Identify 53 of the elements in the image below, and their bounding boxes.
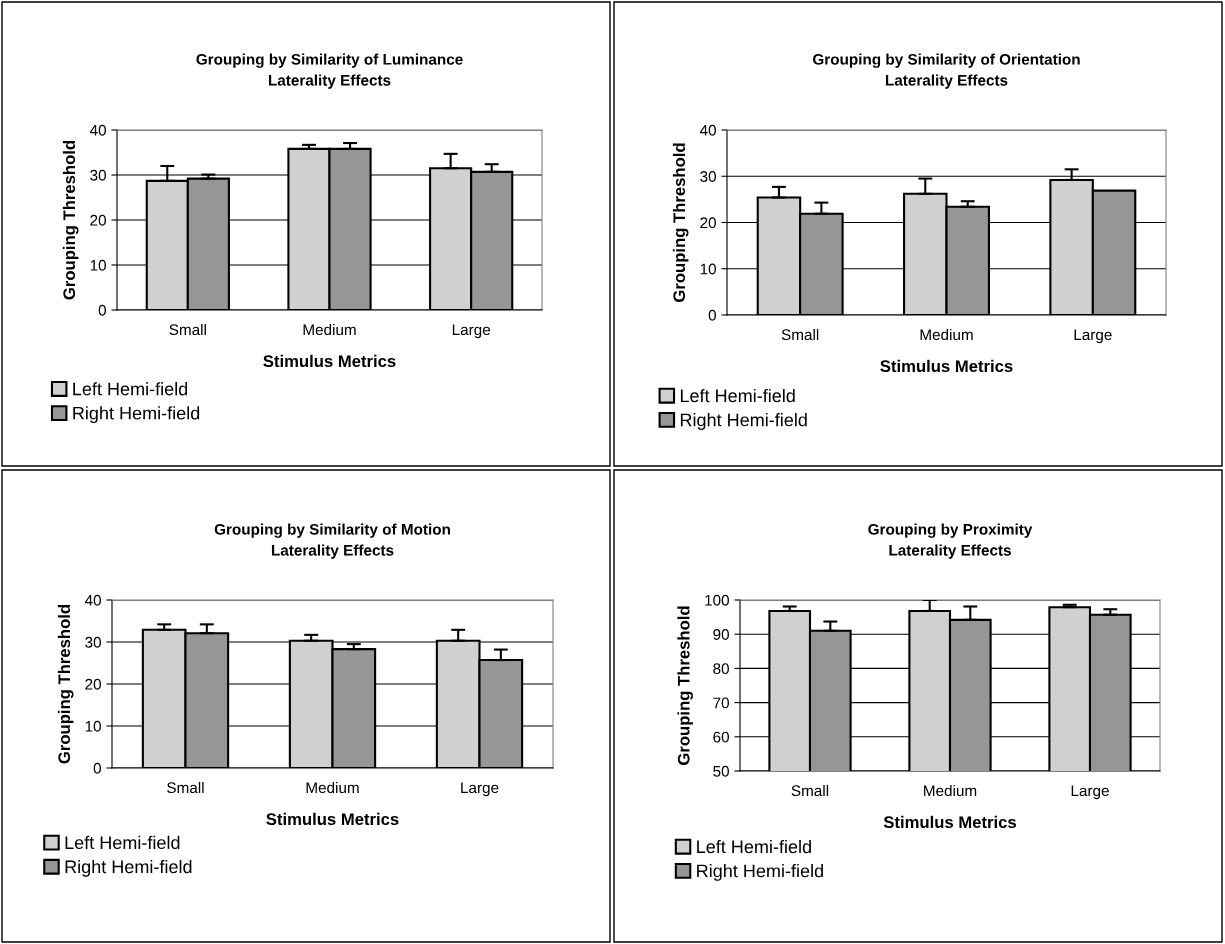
x-tick-label: Small	[781, 328, 819, 341]
x-axis-title: Stimulus Metrics	[883, 815, 1016, 829]
legend-label: Left Hemi-field	[680, 388, 795, 403]
x-tick-label: Small	[169, 323, 206, 336]
y-tick-label: 70	[713, 697, 729, 709]
y-tick-label: 80	[713, 663, 729, 675]
x-tick-label: Large	[452, 324, 491, 339]
y-tick-label: 20	[90, 214, 106, 226]
y-tick-label: 30	[85, 636, 101, 648]
y-tick-label: 30	[90, 169, 106, 181]
legend-label: Left Hemi-field	[73, 382, 188, 396]
y-tick-label: 10	[85, 720, 101, 732]
y-axis-title: Grouping Threshold	[677, 606, 693, 765]
y-tick-label: 20	[85, 678, 101, 690]
chart-title: Grouping by Proximity Laterality Effects	[868, 523, 1033, 559]
y-tick-label: 100	[705, 594, 729, 606]
legend-label: Left Hemi-field	[65, 835, 180, 850]
chart-title: Grouping by Similarity of Luminance Laterality Effects	[196, 53, 463, 89]
x-tick-label: Large	[1071, 785, 1109, 800]
y-tick-label: 0	[708, 309, 716, 321]
y-tick-label: 0	[93, 762, 101, 774]
x-tick-label: Medium	[924, 784, 977, 797]
x-tick-label: Medium	[920, 328, 973, 341]
y-tick-label: 20	[700, 217, 716, 229]
y-tick-label: 0	[98, 304, 106, 316]
y-axis-title: Grouping Threshold	[672, 143, 689, 302]
y-tick-label: 30	[700, 171, 716, 182]
legend-label: Left Hemi-field	[697, 839, 811, 854]
y-tick-label: 60	[713, 731, 729, 743]
y-tick-label: 40	[89, 124, 106, 136]
chart-title: Grouping by Similarity of Orientation Laterality Effects	[813, 53, 1080, 89]
y-tick-label: 10	[700, 263, 716, 275]
y-tick-label: 90	[713, 629, 729, 640]
y-tick-label: 10	[90, 259, 106, 271]
x-tick-label: Large	[1074, 329, 1112, 344]
y-axis-title: Grouping Threshold	[62, 141, 79, 300]
x-tick-label: Medium	[303, 323, 356, 336]
y-tick-label: 40	[699, 124, 716, 136]
legend-label: Right Hemi-field	[73, 406, 200, 424]
legend-label: Right Hemi-field	[680, 413, 807, 430]
x-axis-title: Stimulus Metrics	[880, 359, 1013, 373]
chart-title: Grouping by Similarity of Motion Laterality Effects	[214, 523, 450, 559]
y-tick-label: 50	[713, 765, 729, 777]
x-tick-label: Small	[791, 784, 829, 797]
x-tick-label: Large	[461, 782, 499, 797]
x-axis-title: Stimulus Metrics	[266, 812, 399, 826]
x-tick-label: Small	[167, 781, 204, 794]
y-tick-label: 40	[84, 594, 101, 606]
legend-label: Right Hemi-field	[65, 859, 192, 877]
y-axis-title: Grouping Threshold	[57, 605, 74, 764]
legend-label: Right Hemi-field	[697, 864, 823, 881]
x-tick-label: Medium	[306, 781, 359, 794]
x-axis-title: Stimulus Metrics	[263, 354, 396, 368]
